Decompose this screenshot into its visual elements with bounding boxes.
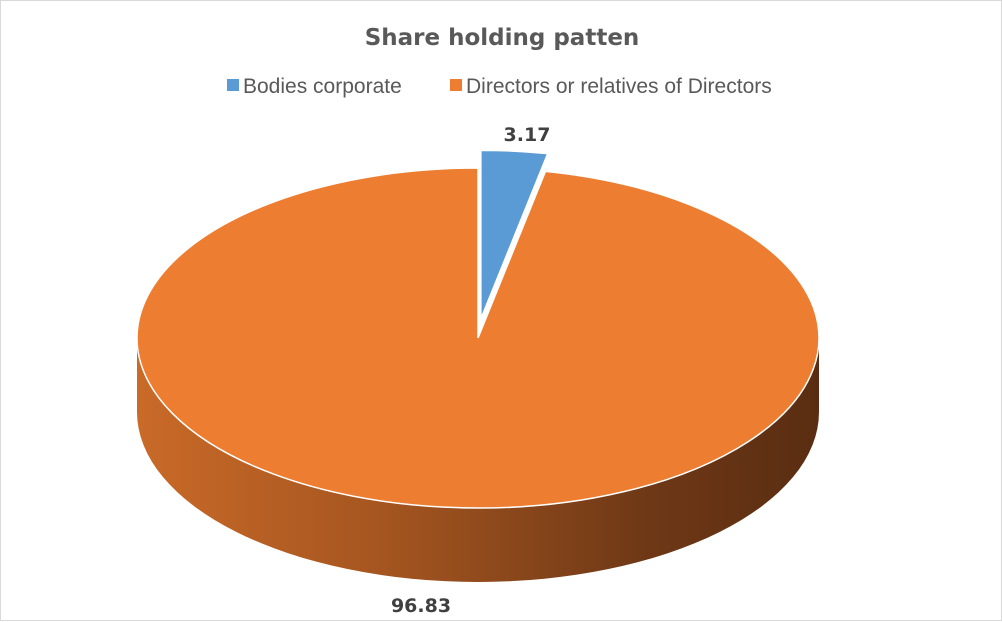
legend: Bodies corporate Directors or relatives …: [227, 75, 772, 98]
data-label-bodies-corporate: 3.17: [504, 124, 551, 146]
legend-swatch-directors: [450, 79, 462, 91]
data-label-directors: 96.83: [391, 595, 451, 617]
legend-label-bodies-corporate: Bodies corporate: [243, 75, 402, 98]
chart-title: Share holding patten: [365, 25, 640, 51]
slice-bodies-corporate: [479, 149, 550, 321]
legend-label-directors: Directors or relatives of Directors: [466, 75, 772, 98]
slice-directors: [136, 167, 820, 509]
slice-directors-side: [137, 338, 819, 582]
legend-swatch-bodies-corporate: [227, 79, 239, 91]
pie-slices: [136, 149, 820, 582]
